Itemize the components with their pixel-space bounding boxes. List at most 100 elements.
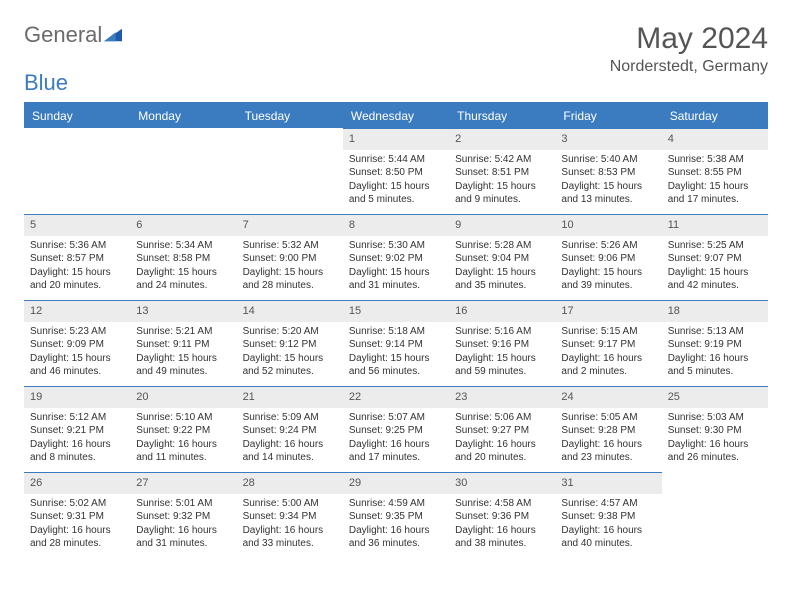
day-number: 16	[449, 300, 555, 322]
day-cell: 23Sunrise: 5:06 AMSunset: 9:27 PMDayligh…	[449, 386, 555, 472]
daylight-text: Daylight: 15 hours and 9 minutes.	[455, 180, 549, 207]
day-cell: 1Sunrise: 5:44 AMSunset: 8:50 PMDaylight…	[343, 128, 449, 214]
daylight-text: Daylight: 16 hours and 2 minutes.	[561, 352, 655, 379]
sunset-text: Sunset: 9:32 PM	[136, 510, 230, 524]
weekday-header: Monday	[130, 104, 236, 128]
day-cell: 26Sunrise: 5:02 AMSunset: 9:31 PMDayligh…	[24, 472, 130, 558]
day-cell: 8Sunrise: 5:30 AMSunset: 9:02 PMDaylight…	[343, 214, 449, 300]
day-cell: 3Sunrise: 5:40 AMSunset: 8:53 PMDaylight…	[555, 128, 661, 214]
day-number: 18	[662, 300, 768, 322]
sunrise-text: Sunrise: 5:26 AM	[561, 239, 655, 253]
day-cell: 12Sunrise: 5:23 AMSunset: 9:09 PMDayligh…	[24, 300, 130, 386]
sunset-text: Sunset: 8:50 PM	[349, 166, 443, 180]
day-body: Sunrise: 5:30 AMSunset: 9:02 PMDaylight:…	[343, 236, 449, 297]
day-cell: 2Sunrise: 5:42 AMSunset: 8:51 PMDaylight…	[449, 128, 555, 214]
daylight-text: Daylight: 16 hours and 40 minutes.	[561, 524, 655, 551]
day-cell: 14Sunrise: 5:20 AMSunset: 9:12 PMDayligh…	[237, 300, 343, 386]
brand-part2: Blue	[24, 70, 68, 96]
sunset-text: Sunset: 8:58 PM	[136, 252, 230, 266]
day-cell: 15Sunrise: 5:18 AMSunset: 9:14 PMDayligh…	[343, 300, 449, 386]
day-number: 14	[237, 300, 343, 322]
sunrise-text: Sunrise: 5:23 AM	[30, 325, 124, 339]
day-body: Sunrise: 5:13 AMSunset: 9:19 PMDaylight:…	[662, 322, 768, 383]
daylight-text: Daylight: 16 hours and 23 minutes.	[561, 438, 655, 465]
sunset-text: Sunset: 9:17 PM	[561, 338, 655, 352]
brand-part1: General	[24, 22, 102, 48]
sunrise-text: Sunrise: 5:15 AM	[561, 325, 655, 339]
day-cell: 11Sunrise: 5:25 AMSunset: 9:07 PMDayligh…	[662, 214, 768, 300]
day-cell: 29Sunrise: 4:59 AMSunset: 9:35 PMDayligh…	[343, 472, 449, 558]
sunrise-text: Sunrise: 4:59 AM	[349, 497, 443, 511]
day-cell: 4Sunrise: 5:38 AMSunset: 8:55 PMDaylight…	[662, 128, 768, 214]
day-body: Sunrise: 5:42 AMSunset: 8:51 PMDaylight:…	[449, 150, 555, 211]
daylight-text: Daylight: 15 hours and 20 minutes.	[30, 266, 124, 293]
sunset-text: Sunset: 8:55 PM	[668, 166, 762, 180]
day-number: 2	[449, 128, 555, 150]
sunrise-text: Sunrise: 5:09 AM	[243, 411, 337, 425]
daylight-text: Daylight: 15 hours and 28 minutes.	[243, 266, 337, 293]
day-cell: 31Sunrise: 4:57 AMSunset: 9:38 PMDayligh…	[555, 472, 661, 558]
weekday-header: Sunday	[24, 104, 130, 128]
day-cell	[24, 128, 130, 214]
sunset-text: Sunset: 9:31 PM	[30, 510, 124, 524]
day-body: Sunrise: 5:32 AMSunset: 9:00 PMDaylight:…	[237, 236, 343, 297]
day-cell: 24Sunrise: 5:05 AMSunset: 9:28 PMDayligh…	[555, 386, 661, 472]
sunset-text: Sunset: 9:16 PM	[455, 338, 549, 352]
daylight-text: Daylight: 16 hours and 5 minutes.	[668, 352, 762, 379]
day-cell: 27Sunrise: 5:01 AMSunset: 9:32 PMDayligh…	[130, 472, 236, 558]
day-cell: 20Sunrise: 5:10 AMSunset: 9:22 PMDayligh…	[130, 386, 236, 472]
sunset-text: Sunset: 9:28 PM	[561, 424, 655, 438]
day-cell: 30Sunrise: 4:58 AMSunset: 9:36 PMDayligh…	[449, 472, 555, 558]
weekday-header: Friday	[555, 104, 661, 128]
day-number: 8	[343, 214, 449, 236]
day-number: 22	[343, 386, 449, 408]
daylight-text: Daylight: 15 hours and 49 minutes.	[136, 352, 230, 379]
day-body: Sunrise: 5:28 AMSunset: 9:04 PMDaylight:…	[449, 236, 555, 297]
sunrise-text: Sunrise: 5:38 AM	[668, 153, 762, 167]
day-body: Sunrise: 5:05 AMSunset: 9:28 PMDaylight:…	[555, 408, 661, 469]
day-body: Sunrise: 4:59 AMSunset: 9:35 PMDaylight:…	[343, 494, 449, 555]
weekday-header: Tuesday	[237, 104, 343, 128]
daylight-text: Daylight: 16 hours and 17 minutes.	[349, 438, 443, 465]
day-number: 17	[555, 300, 661, 322]
day-number: 27	[130, 472, 236, 494]
daylight-text: Daylight: 16 hours and 8 minutes.	[30, 438, 124, 465]
day-cell: 21Sunrise: 5:09 AMSunset: 9:24 PMDayligh…	[237, 386, 343, 472]
daylight-text: Daylight: 15 hours and 17 minutes.	[668, 180, 762, 207]
day-body: Sunrise: 4:58 AMSunset: 9:36 PMDaylight:…	[449, 494, 555, 555]
sunset-text: Sunset: 9:38 PM	[561, 510, 655, 524]
week-row: 1Sunrise: 5:44 AMSunset: 8:50 PMDaylight…	[24, 128, 768, 214]
sunrise-text: Sunrise: 5:02 AM	[30, 497, 124, 511]
day-body: Sunrise: 5:34 AMSunset: 8:58 PMDaylight:…	[130, 236, 236, 297]
sunset-text: Sunset: 9:35 PM	[349, 510, 443, 524]
sunset-text: Sunset: 9:14 PM	[349, 338, 443, 352]
day-number: 23	[449, 386, 555, 408]
weekday-row: SundayMondayTuesdayWednesdayThursdayFrid…	[24, 104, 768, 128]
week-row: 5Sunrise: 5:36 AMSunset: 8:57 PMDaylight…	[24, 214, 768, 300]
day-number: 24	[555, 386, 661, 408]
daylight-text: Daylight: 16 hours and 20 minutes.	[455, 438, 549, 465]
sunset-text: Sunset: 9:22 PM	[136, 424, 230, 438]
title-block: May 2024 Norderstedt, Germany	[610, 22, 768, 76]
day-body: Sunrise: 5:18 AMSunset: 9:14 PMDaylight:…	[343, 322, 449, 383]
day-cell: 19Sunrise: 5:12 AMSunset: 9:21 PMDayligh…	[24, 386, 130, 472]
day-number: 1	[343, 128, 449, 150]
sunset-text: Sunset: 9:19 PM	[668, 338, 762, 352]
month-title: May 2024	[610, 22, 768, 56]
day-cell: 6Sunrise: 5:34 AMSunset: 8:58 PMDaylight…	[130, 214, 236, 300]
day-cell: 25Sunrise: 5:03 AMSunset: 9:30 PMDayligh…	[662, 386, 768, 472]
sunset-text: Sunset: 9:34 PM	[243, 510, 337, 524]
day-number: 6	[130, 214, 236, 236]
sunset-text: Sunset: 9:09 PM	[30, 338, 124, 352]
sunset-text: Sunset: 9:25 PM	[349, 424, 443, 438]
daylight-text: Daylight: 15 hours and 59 minutes.	[455, 352, 549, 379]
sunset-text: Sunset: 9:00 PM	[243, 252, 337, 266]
day-cell: 7Sunrise: 5:32 AMSunset: 9:00 PMDaylight…	[237, 214, 343, 300]
sunrise-text: Sunrise: 5:12 AM	[30, 411, 124, 425]
sunset-text: Sunset: 9:21 PM	[30, 424, 124, 438]
daylight-text: Daylight: 15 hours and 42 minutes.	[668, 266, 762, 293]
day-number: 20	[130, 386, 236, 408]
day-body: Sunrise: 5:06 AMSunset: 9:27 PMDaylight:…	[449, 408, 555, 469]
day-body: Sunrise: 5:23 AMSunset: 9:09 PMDaylight:…	[24, 322, 130, 383]
daylight-text: Daylight: 16 hours and 38 minutes.	[455, 524, 549, 551]
